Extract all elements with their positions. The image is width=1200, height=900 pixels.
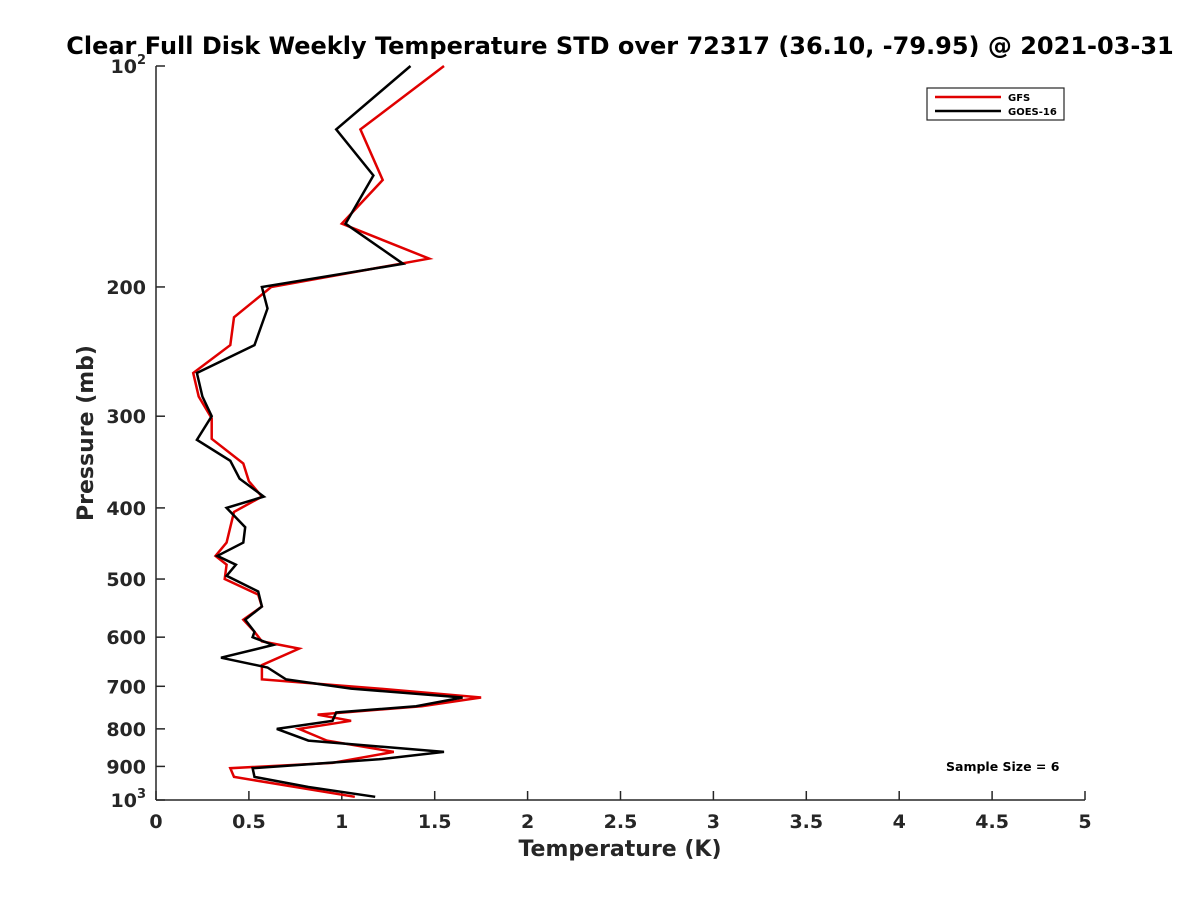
series-layer <box>191 65 482 799</box>
y-axis-label: Pressure (mb) <box>74 345 99 521</box>
y-tick-label: 400 <box>106 498 146 520</box>
x-tick-label: 2 <box>521 811 534 833</box>
x-ticks: 0 0.5 1 1.5 2 2.5 3 3.5 4 4.5 5 <box>149 791 1092 833</box>
x-axis: 0 0.5 1 1.5 2 2.5 3 3.5 4 4.5 5 <box>149 791 1092 833</box>
y-tick-label: 600 <box>106 627 146 649</box>
series-line-gfs <box>191 65 482 799</box>
x-tick-label: 4.5 <box>975 811 1009 833</box>
y-tick-base: 10 <box>111 790 137 812</box>
y-tick-label-power: 103 <box>111 787 147 812</box>
x-tick-label: 5 <box>1078 811 1091 833</box>
y-tick-label-power: 102 <box>111 53 147 78</box>
x-tick-label: 0 <box>149 811 162 833</box>
x-tick-label: 3.5 <box>789 811 823 833</box>
legend-label-goes16: GOES-16 <box>1008 107 1057 118</box>
y-tick-exponent: 2 <box>137 53 146 68</box>
legend: GFS GOES-16 <box>926 87 1065 121</box>
y-tick-label: 800 <box>106 719 146 741</box>
legend-label-gfs: GFS <box>1008 93 1030 104</box>
y-tick-base: 10 <box>111 56 137 78</box>
x-tick-label: 4 <box>893 811 906 833</box>
y-tick-label: 300 <box>106 406 146 428</box>
y-tick-exponent: 3 <box>137 787 146 802</box>
x-tick-label: 1 <box>335 811 348 833</box>
x-tick-label: 0.5 <box>232 811 266 833</box>
legend-box <box>926 87 1065 121</box>
series-line-goes16 <box>195 65 463 799</box>
x-tick-label: 1.5 <box>418 811 452 833</box>
x-axis-label: Temperature (K) <box>518 837 721 862</box>
y-tick-label: 200 <box>106 277 146 299</box>
y-tick-label: 900 <box>106 756 146 778</box>
y-tick-label: 500 <box>106 569 146 591</box>
x-tick-label: 3 <box>707 811 720 833</box>
y-tick-label: 700 <box>106 676 146 698</box>
chart-title: Clear Full Disk Weekly Temperature STD o… <box>66 32 1174 60</box>
sample-size-annotation: Sample Size = 6 <box>946 759 1060 774</box>
x-tick-label: 2.5 <box>604 811 638 833</box>
